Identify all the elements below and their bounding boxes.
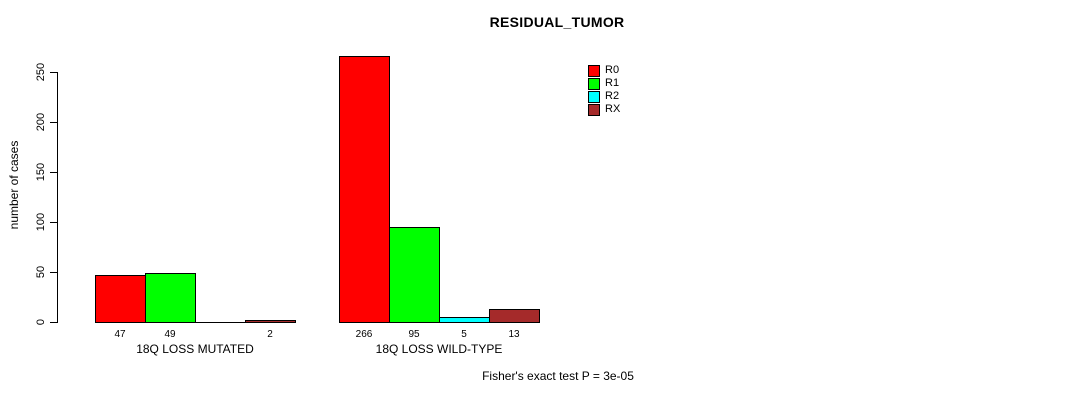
- y-tick-label: 200: [35, 112, 47, 132]
- legend-label: R2: [605, 90, 620, 102]
- x-category-label: 18Q LOSS MUTATED: [136, 342, 254, 356]
- legend-swatch-r0: [588, 64, 600, 77]
- bar-value-label: 95: [408, 329, 420, 340]
- y-axis-line: [57, 72, 58, 323]
- bar-r1-group2: [389, 227, 440, 323]
- y-tick: [50, 222, 57, 223]
- bar-value-label: 266: [355, 329, 373, 340]
- y-tick: [50, 172, 57, 173]
- y-tick: [50, 72, 57, 73]
- legend-label: R1: [605, 77, 620, 89]
- y-axis-title: number of cases: [7, 140, 21, 230]
- legend-item-r2: R2: [588, 90, 620, 103]
- bar-rx-group1: [245, 320, 296, 323]
- legend-swatch-r2: [588, 90, 600, 103]
- legend-label: RX: [605, 103, 621, 115]
- bar-value-label: 5: [461, 329, 467, 340]
- bar-r0-group1: [95, 275, 146, 323]
- y-tick-label: 250: [35, 62, 47, 82]
- y-tick-label: 50: [35, 265, 47, 279]
- y-tick: [50, 272, 57, 273]
- legend-item-r1: R1: [588, 77, 620, 90]
- bar-r0-group2: [339, 56, 390, 323]
- legend-swatch-r1: [588, 77, 600, 90]
- bar-value-label: 49: [164, 329, 176, 340]
- y-tick: [50, 122, 57, 123]
- legend-label: R0: [605, 64, 620, 76]
- y-tick: [50, 322, 57, 323]
- annotation-text: Fisher's exact test P = 3e-05: [482, 369, 634, 383]
- legend-swatch-rx: [588, 103, 600, 116]
- bar-r2-group2: [439, 317, 490, 323]
- bar-value-label: 13: [508, 329, 520, 340]
- legend-item-r0: R0: [588, 64, 620, 77]
- bar-rx-group2: [489, 309, 540, 323]
- legend: R0 R1 R2 RX: [588, 64, 620, 116]
- chart-title: RESIDUAL_TUMOR: [489, 14, 625, 30]
- y-tick-label: 150: [35, 162, 47, 182]
- y-tick-label: 100: [35, 212, 47, 232]
- bar-r1-group1: [145, 273, 196, 323]
- bar-value-label: 47: [114, 329, 126, 340]
- y-tick-label: 0: [35, 318, 47, 326]
- legend-item-rx: RX: [588, 103, 620, 116]
- x-category-label: 18Q LOSS WILD-TYPE: [375, 342, 503, 356]
- bar-value-label: 2: [267, 329, 273, 340]
